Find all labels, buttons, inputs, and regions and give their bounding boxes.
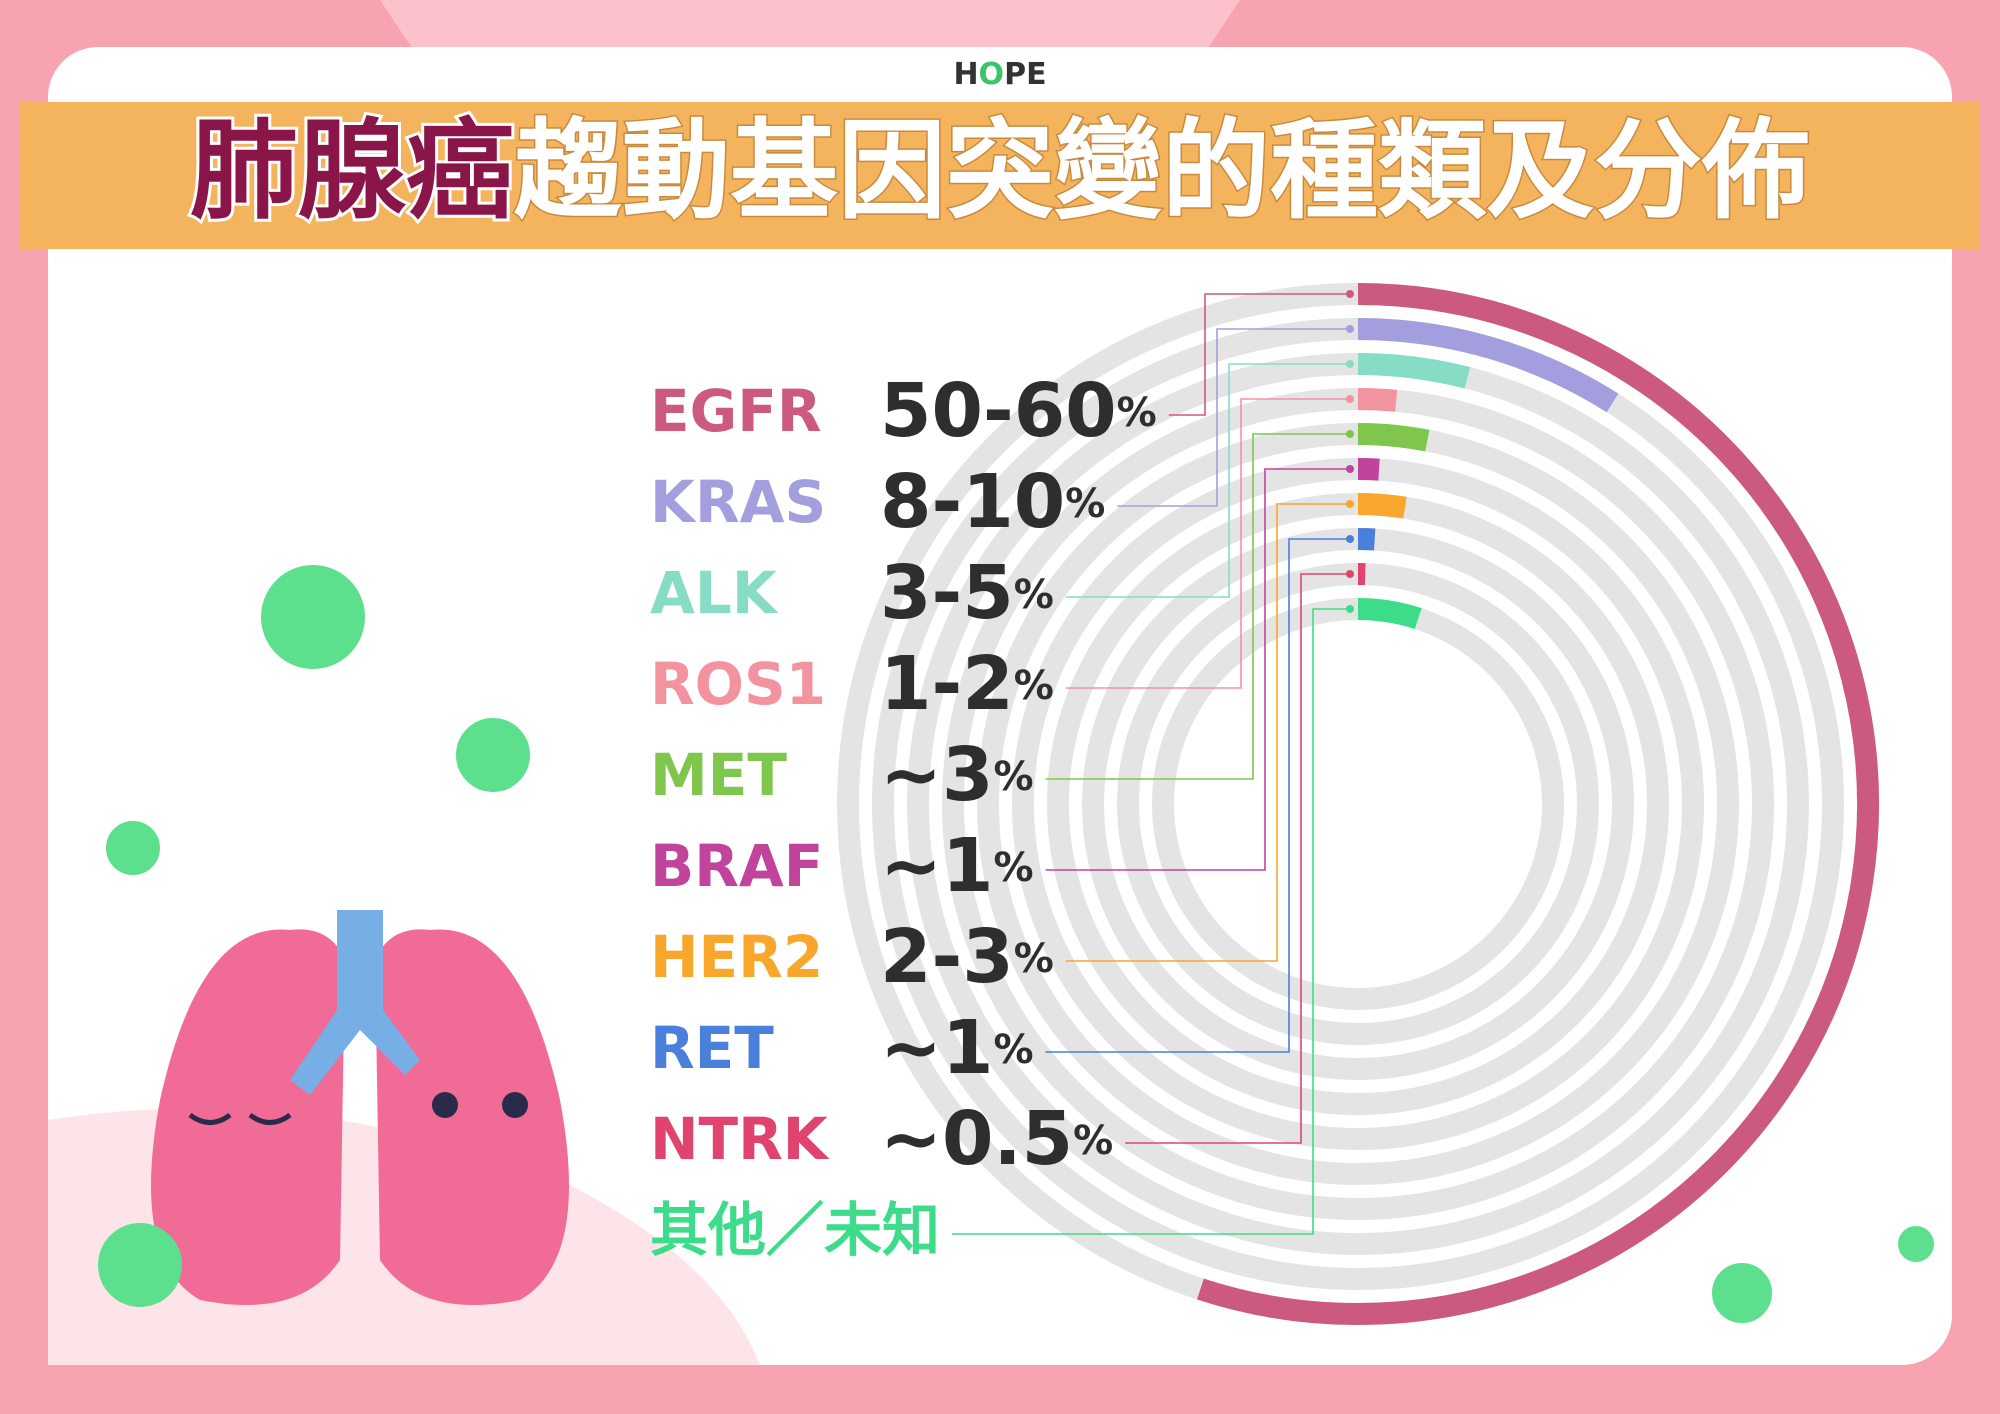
arc-bar [1357, 353, 1471, 389]
lungs-illustration [151, 910, 569, 1305]
category-label: RET [650, 1014, 774, 1082]
value-label: 3-5% [880, 550, 1054, 636]
logo: HOPE [953, 57, 1046, 92]
connector [1117, 328, 1350, 507]
arc-bar [1357, 528, 1376, 551]
connector [1065, 398, 1350, 689]
arc-bar [1197, 283, 1879, 1325]
connector [952, 608, 1350, 1235]
category-label: BRAF [650, 832, 823, 900]
value-label: ~1% [880, 1005, 1034, 1091]
connector-dot [1346, 360, 1354, 368]
connector [1125, 573, 1350, 1144]
connector-dot [1346, 535, 1354, 543]
category-label: NTRK [650, 1105, 830, 1173]
connector-dot [1346, 430, 1354, 438]
arc-bar [1357, 493, 1407, 519]
value-label: ~3% [880, 732, 1034, 818]
value-label: ~1% [880, 823, 1034, 909]
category-label: HER2 [650, 923, 823, 991]
arc-bar [1357, 318, 1619, 413]
banner [19, 102, 1980, 249]
category-label: KRAS [650, 468, 826, 536]
connector [1065, 363, 1350, 598]
arc-bar [1357, 423, 1430, 452]
arc-bar [1357, 388, 1398, 412]
value-label: 2-3% [880, 914, 1054, 1000]
category-label: 其他／未知 [650, 1196, 940, 1264]
bg-stripe [380, 0, 1240, 60]
connector [1065, 503, 1350, 962]
category-label: EGFR [650, 377, 822, 445]
value-label: 50-60% [880, 368, 1157, 454]
virus-icons [98, 565, 1934, 1323]
arc-bar [1357, 458, 1380, 481]
chart-title: 肺腺癌趨動基因突變的種類及分佈 [190, 109, 1810, 234]
connector-dot [1346, 500, 1354, 508]
category-label: ALK [650, 559, 779, 627]
connector-dot [1346, 395, 1354, 403]
arcs [1197, 283, 1879, 1325]
connector-dot [1346, 325, 1354, 333]
category-label: ROS1 [650, 650, 826, 718]
connector-dot [1346, 290, 1354, 298]
connector [1045, 468, 1350, 871]
connector-dot [1346, 570, 1354, 578]
value-label: ~0.5% [880, 1096, 1113, 1182]
category-label: MET [650, 741, 787, 809]
value-label: 8-10% [880, 459, 1105, 545]
connector [1045, 538, 1350, 1053]
connector-dot [1346, 605, 1354, 613]
connector [1168, 293, 1350, 416]
connector-dot [1346, 465, 1354, 473]
labels: EGFR 50-60% KRAS 8-10% ALK 3-5% ROS1 1-2% MET ~3%… [650, 290, 1354, 1264]
arc-bar [1357, 598, 1422, 630]
value-label: 1-2% [880, 641, 1054, 727]
connector [1045, 433, 1350, 780]
